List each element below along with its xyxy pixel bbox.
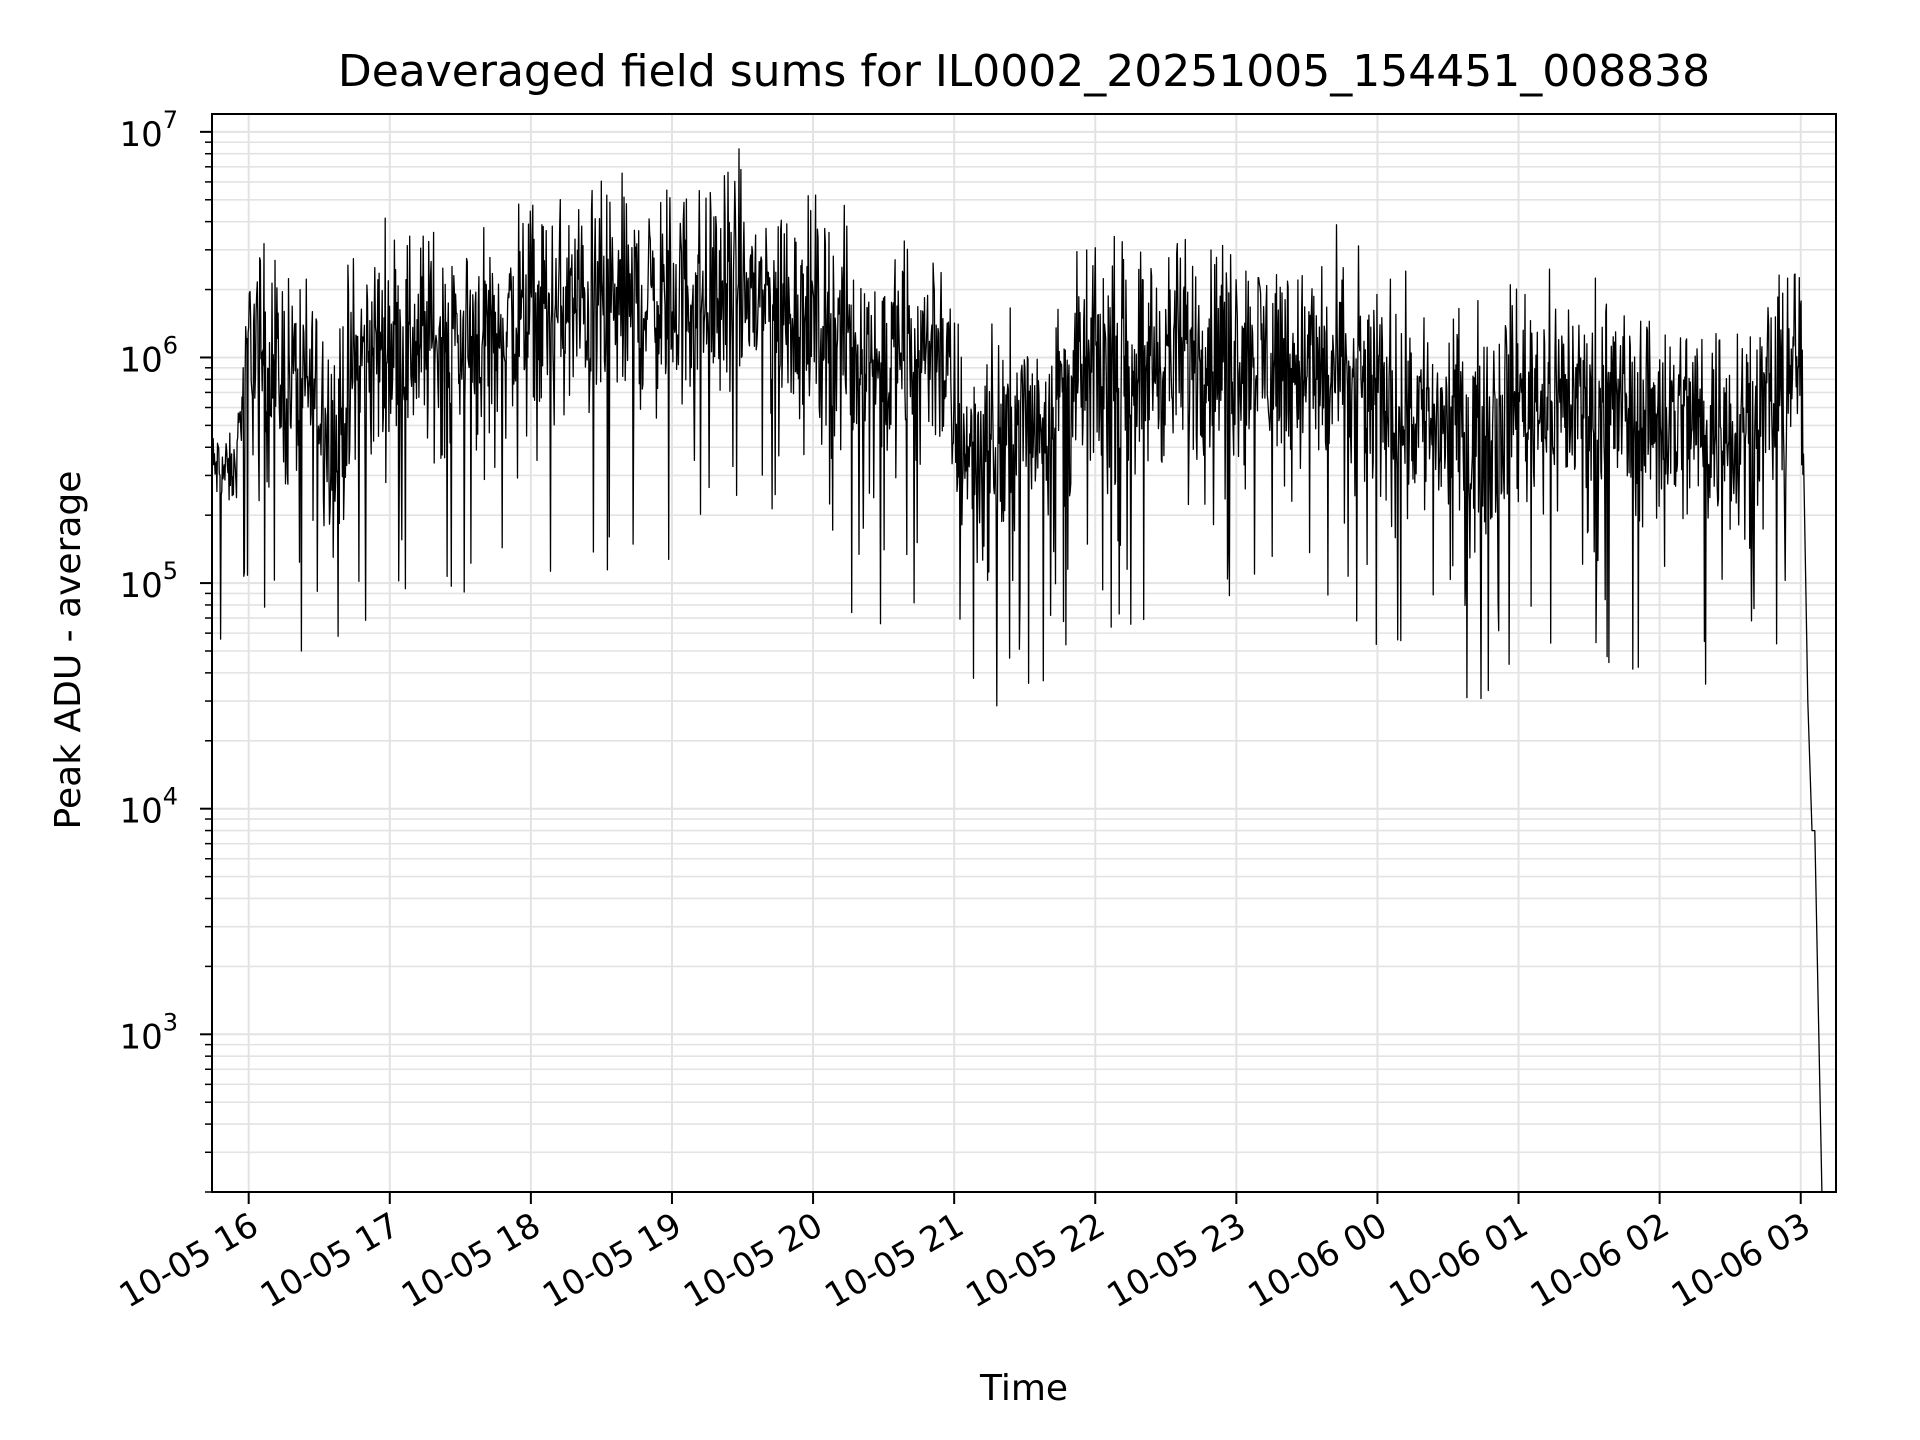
y-tick-label: 106	[119, 331, 178, 380]
plot-frame	[211, 113, 1837, 1193]
y-ticks: 103 104 105 106 107	[119, 106, 212, 1193]
y-axis-label: Peak ADU - average	[48, 471, 89, 830]
y-tick-label: 107	[119, 106, 178, 155]
grid	[212, 114, 1836, 1193]
y-tick-label: 103	[119, 1008, 178, 1057]
chart-title: Deaveraged field sums for IL0002_2025100…	[338, 46, 1710, 97]
y-tick-label: 105	[119, 557, 178, 606]
y-tick-label: 104	[119, 783, 178, 832]
x-axis-label: Time	[979, 1368, 1068, 1409]
series-line	[211, 148, 1823, 1193]
series-layer	[211, 148, 1823, 1193]
